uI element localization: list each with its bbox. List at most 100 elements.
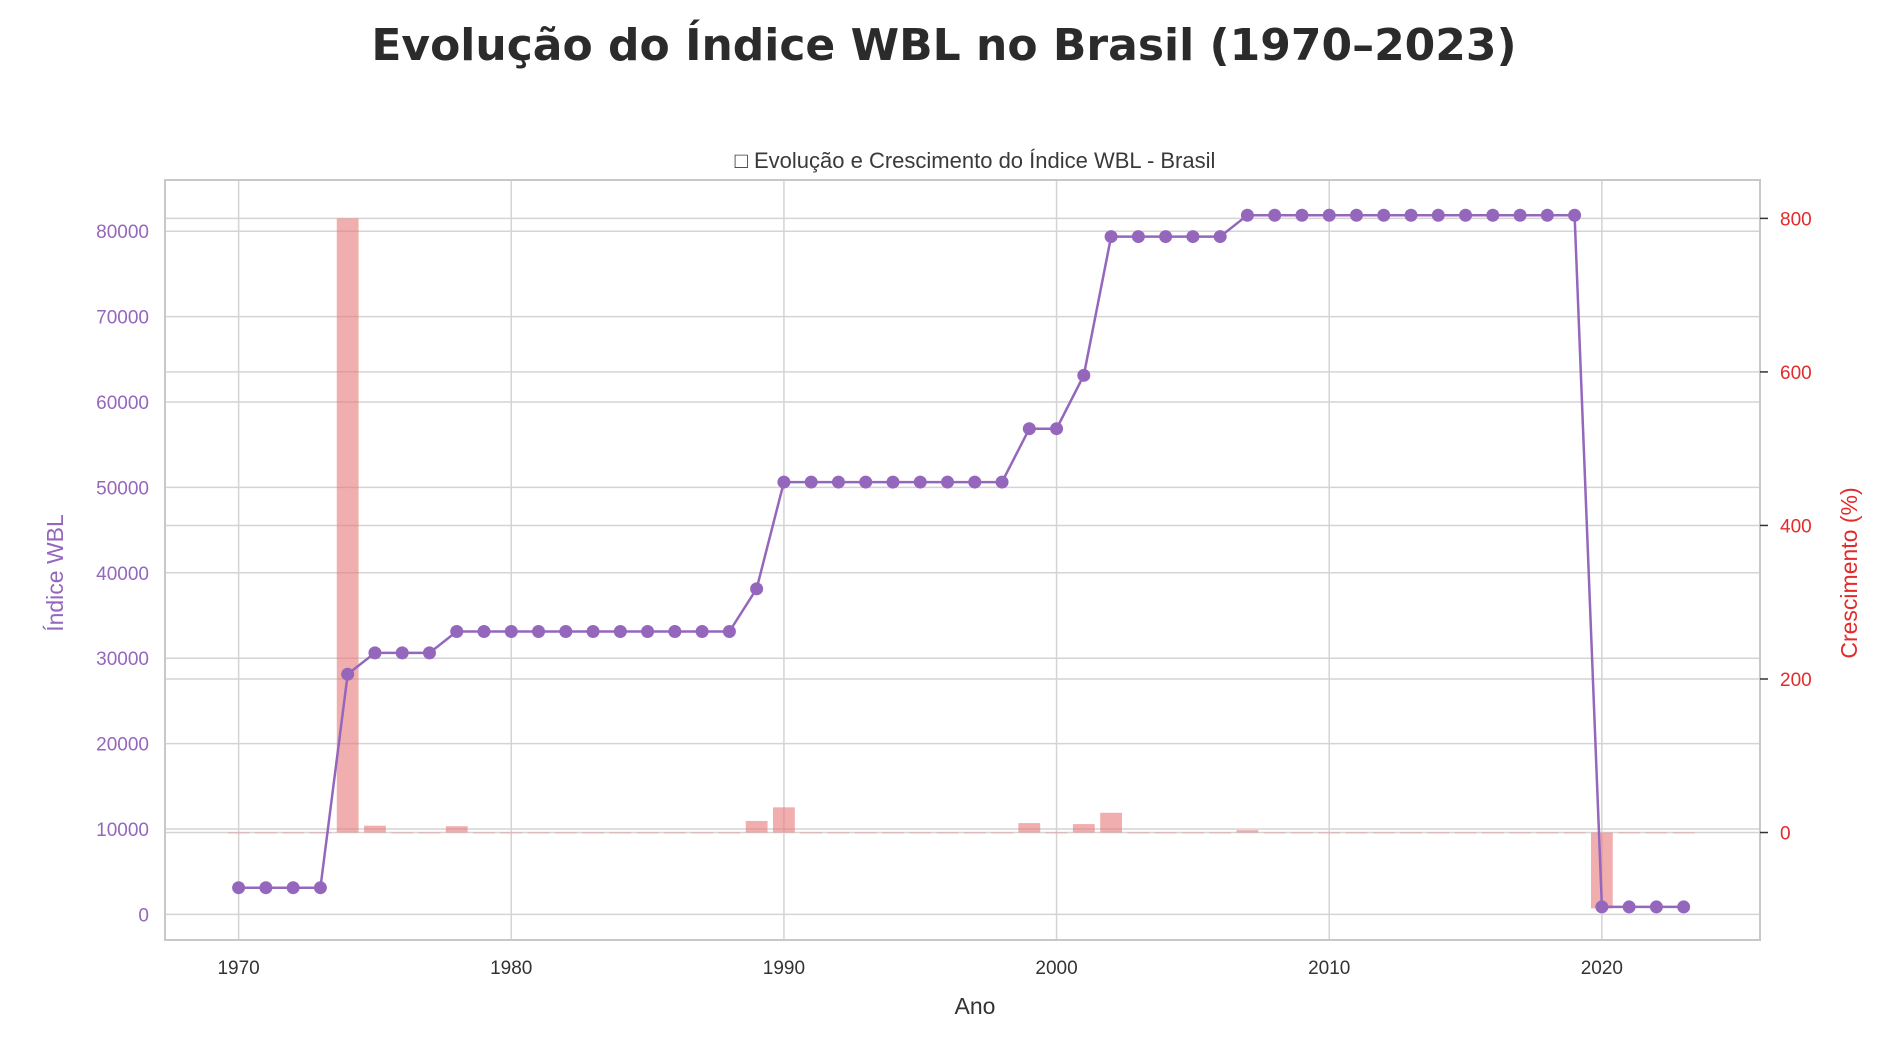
growth-bar	[1127, 832, 1150, 834]
wbl-point	[422, 646, 436, 660]
growth-bar	[636, 832, 659, 834]
wbl-point	[1295, 208, 1309, 222]
wbl-point	[968, 475, 982, 489]
wbl-point	[1431, 208, 1445, 222]
growth-bar	[1618, 832, 1641, 834]
growth-bar	[1509, 832, 1531, 834]
x-tick-label: 1970	[217, 958, 259, 979]
wbl-point	[613, 625, 627, 639]
wbl-point	[395, 646, 409, 660]
wbl-point	[1649, 900, 1663, 914]
growth-bar	[473, 832, 495, 834]
left-y-tick-label: 40000	[96, 564, 149, 585]
growth-bar	[554, 832, 577, 834]
growth-bar	[936, 832, 959, 834]
x-tick-label: 2000	[1035, 958, 1077, 979]
wbl-point	[1022, 422, 1036, 436]
wbl-point	[886, 475, 900, 489]
plot-frame	[164, 179, 1761, 941]
growth-bar	[309, 832, 332, 834]
left-y-tick-label: 80000	[96, 222, 149, 243]
wbl-point	[750, 582, 764, 596]
growth-bar	[1645, 832, 1668, 834]
wbl-point	[804, 475, 818, 489]
wbl-point	[1077, 368, 1091, 382]
chart-subtitle: □ Evolução e Crescimento do Índice WBL -…	[735, 148, 1216, 173]
growth-bar	[991, 832, 1013, 834]
wbl-point	[1050, 422, 1064, 436]
wbl-point	[1622, 900, 1636, 914]
growth-bar	[827, 832, 850, 834]
right-y-axis-label: Crescimento (%)	[1836, 487, 1862, 658]
left-y-tick-label: 70000	[96, 308, 149, 329]
growth-bar	[1672, 832, 1695, 834]
wbl-point	[1186, 230, 1200, 244]
wbl-point	[995, 475, 1009, 489]
growth-bar	[1291, 832, 1313, 834]
growth-bar	[1536, 832, 1559, 834]
growth-bar	[963, 832, 986, 834]
wbl-point	[1404, 208, 1418, 222]
wbl-point	[859, 475, 873, 489]
wbl-point	[668, 625, 682, 639]
wbl-point	[1486, 208, 1500, 222]
x-tick-label: 1980	[490, 958, 532, 979]
x-axis-label: Ano	[955, 993, 996, 1019]
growth-bar	[609, 832, 632, 834]
wbl-point	[313, 881, 327, 895]
wbl-point	[341, 667, 355, 681]
growth-bar	[1100, 812, 1122, 833]
growth-bar	[1400, 832, 1422, 834]
growth-bar	[282, 832, 305, 834]
wbl-point	[1540, 208, 1554, 222]
growth-bar	[1563, 832, 1586, 834]
axis-ticks: 1970 1980 1990 2000 2010 20200100002000030000…	[96, 209, 1812, 979]
growth-bar	[445, 826, 468, 833]
wbl-point	[1377, 208, 1391, 222]
wbl-point	[722, 625, 736, 639]
growth-bar	[1045, 832, 1068, 834]
growth-bar	[1072, 824, 1095, 833]
wbl-point	[641, 625, 655, 639]
wbl-point	[1513, 208, 1527, 222]
left-y-tick-label: 20000	[96, 735, 149, 756]
x-tick-label: 1990	[763, 958, 805, 979]
right-y-tick-label: 200	[1780, 670, 1812, 691]
wbl-point	[1213, 230, 1227, 244]
wbl-point	[777, 475, 791, 489]
right-y-tick-label: 400	[1780, 516, 1812, 537]
wbl-point	[1322, 208, 1336, 222]
growth-bar	[1318, 832, 1341, 834]
growth-bar	[254, 832, 277, 834]
growth-bars	[227, 218, 1695, 909]
growth-bar	[745, 820, 768, 833]
left-y-tick-label: 30000	[96, 649, 149, 670]
growth-bar	[1154, 832, 1177, 834]
growth-bar	[527, 832, 550, 834]
wbl-point	[368, 646, 382, 660]
wbl-point	[477, 625, 491, 639]
growth-bar	[718, 832, 741, 834]
growth-bar	[854, 832, 877, 834]
growth-bar	[909, 832, 932, 834]
growth-bar	[773, 807, 795, 833]
figure-title: Evolução do Índice WBL no Brasil (1970–2…	[371, 18, 1516, 71]
growth-bar	[1018, 823, 1041, 833]
left-y-tick-label: 10000	[96, 820, 149, 841]
wbl-point	[286, 881, 300, 895]
growth-bar	[1345, 832, 1368, 834]
x-tick-label: 2020	[1581, 958, 1623, 979]
wbl-point	[1595, 900, 1609, 914]
right-y-tick-label: 600	[1780, 363, 1812, 384]
growth-bar	[500, 832, 523, 834]
growth-bar	[1236, 830, 1259, 833]
growth-bar	[1454, 832, 1477, 834]
growth-bar	[1372, 832, 1395, 834]
wbl-point	[913, 475, 927, 489]
growth-bar	[1209, 832, 1232, 834]
wbl-point	[532, 625, 546, 639]
wbl-point	[1677, 900, 1691, 914]
growth-bar	[391, 832, 414, 834]
